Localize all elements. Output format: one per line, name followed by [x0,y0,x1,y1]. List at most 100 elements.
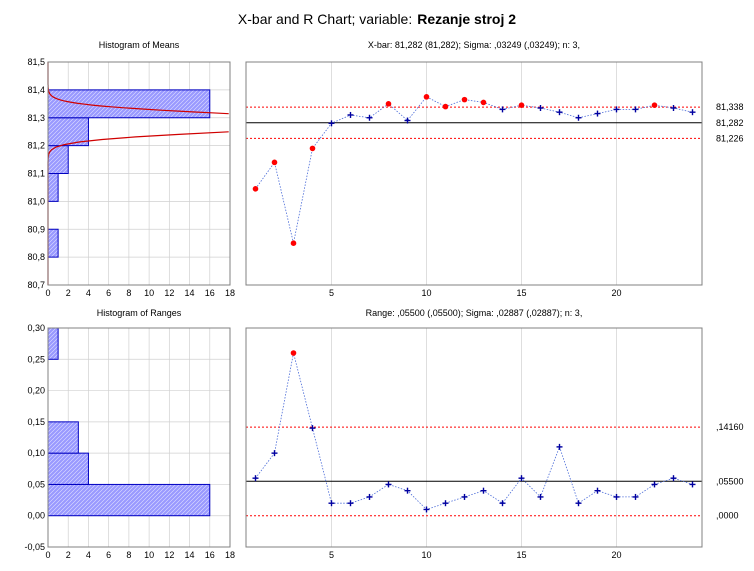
range-point-out-of-control [290,350,297,356]
xbar-point [689,109,696,116]
xbar-point-out-of-control [423,94,430,100]
ranges-xtick-label: 10 [144,550,154,560]
xbar-point [328,120,335,127]
range-point [689,481,696,488]
means-ytick-label: 81,1 [27,169,45,179]
means-xtick-label: 4 [86,288,91,298]
means-xtick-label: 18 [225,288,235,298]
range-ucl-label: ,14160 [716,422,744,432]
ranges-xtick-label: 12 [164,550,174,560]
xbar-panel: X-bar: 81,282 (81,282); Sigma: ,03249 (,… [245,40,744,298]
means-title: Histogram of Means [99,40,180,50]
xbar-point [613,106,620,113]
xbar-xtick-label: 15 [516,288,526,298]
xbar-point [594,110,601,117]
range-series-line [255,352,693,510]
ranges-ytick-label: 0,20 [27,386,45,396]
xbar-lcl-label: 81,226 [716,133,744,143]
range-point [632,493,639,500]
means-frame [47,61,231,286]
xbar-point [556,109,563,116]
ranges-bar [47,421,79,454]
xbar-series-line [255,96,693,244]
xbar-xtick-label: 20 [611,288,621,298]
means-xtick-label: 10 [144,288,154,298]
xbar-point-out-of-control [480,99,487,106]
ranges-bar [47,327,59,360]
ranges-xtick-label: 18 [225,550,235,560]
xbar-point [499,106,506,113]
range-xtick-label: 20 [611,550,621,560]
xbar-point-out-of-control [461,96,468,103]
range-point [385,481,392,488]
range-frame [245,327,703,548]
range-point [347,500,354,507]
range-center-label: ,05500 [716,476,744,486]
ranges-xtick-label: 6 [106,550,111,560]
means-xtick-label: 12 [164,288,174,298]
xbar-point-out-of-control [442,103,449,110]
xbar-point [347,111,354,118]
means-xtick-label: 14 [185,288,195,298]
ranges-xtick-label: 14 [185,550,195,560]
means-xtick-label: 2 [66,288,71,298]
range-point [328,500,335,507]
range-point [461,493,468,500]
ranges-ytick-label: 0,25 [27,354,45,364]
range-point [518,475,525,482]
ranges-xtick-label: 2 [66,550,71,560]
ranges-ytick-label: 0,05 [27,479,45,489]
means-xtick-label: 0 [45,288,50,298]
ranges-xtick-label: 4 [86,550,91,560]
xbar-point-out-of-control [518,102,525,109]
xbar-xtick-label: 5 [329,288,334,298]
ranges-ytick-label: 0,30 [27,323,45,333]
xbar-point-out-of-control [385,101,392,107]
means-ytick-label: 81,2 [27,141,45,151]
ranges-bar [47,483,211,517]
range-point [613,493,620,500]
xbar-point [632,106,639,113]
ranges-ytick-label: 0,00 [27,511,45,521]
ranges-title: Histogram of Ranges [97,308,182,318]
ranges-panel: Histogram of Ranges 0 2 4 6 8 10 12 14 16 18 0,30 0,… [24,308,235,560]
ranges-xtick-label: 0 [45,550,50,560]
means-bar [47,228,59,258]
range-point [423,506,430,513]
range-point [442,500,449,507]
chart-title: X-bar and R Chart; variable: Rezanje stro… [238,11,516,27]
means-ytick-label: 80,9 [27,224,45,234]
xbar-point-out-of-control [309,145,316,152]
means-ytick-label: 81,5 [27,57,45,67]
means-ytick-label: 81,3 [27,113,45,123]
xbar-xtick-label: 10 [421,288,431,298]
means-ytick-label: 80,8 [27,252,45,262]
means-ytick-label: 81,0 [27,196,45,206]
range-point [271,450,278,457]
range-point [480,487,487,494]
range-point [404,487,411,494]
ranges-frame [47,327,231,548]
range-point [556,443,563,450]
means-xtick-label: 6 [106,288,111,298]
range-xtick-label: 5 [329,550,334,560]
xbar-center-label: 81,282 [716,118,744,128]
xbar-point [404,117,411,124]
xbar-point [366,114,373,121]
range-lcl-label: ,0000 [716,511,739,521]
range-xtick-label: 15 [516,550,526,560]
chart-title-variable: Rezanje stroj 2 [417,11,516,27]
xbar-point [670,104,677,111]
range-point [499,500,506,507]
ranges-ytick-label: -0,05 [24,542,45,552]
means-bar [47,173,59,202]
means-ytick-label: 81,4 [27,85,45,95]
range-title: Range: ,05500 (,05500); Sigma: ,02887 (,… [366,308,583,318]
xbar-point-out-of-control [290,240,297,246]
means-bar [47,89,211,119]
range-panel: Range: ,05500 (,05500); Sigma: ,02887 (,… [245,308,744,560]
xbar-point [575,114,582,121]
range-point [537,493,544,500]
xbar-point-out-of-control [651,102,658,109]
